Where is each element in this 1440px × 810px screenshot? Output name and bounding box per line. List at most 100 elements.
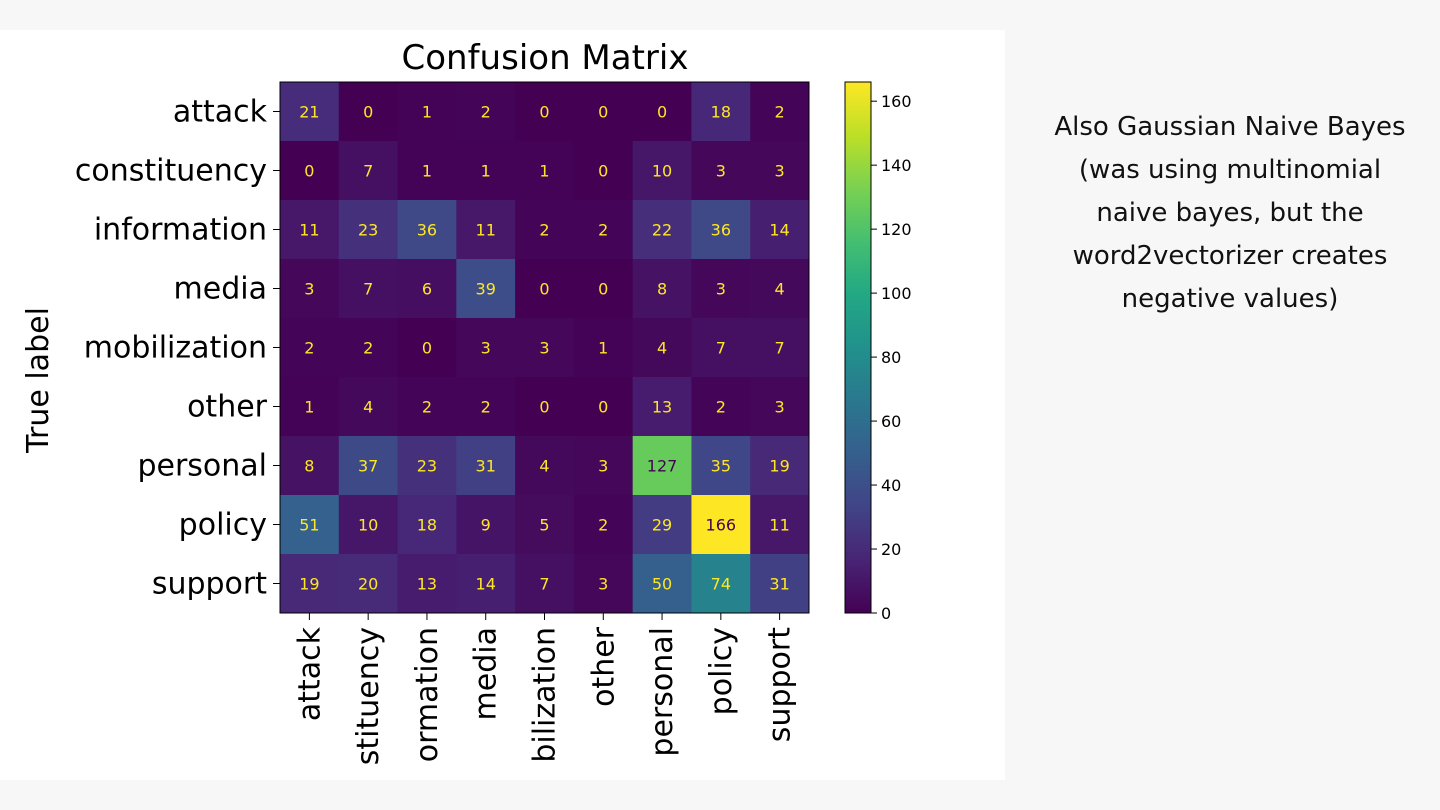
cell-value-label: 8 <box>657 280 667 299</box>
heatmap-cell <box>456 259 516 319</box>
cell-value-label: 31 <box>476 457 496 476</box>
heatmap-cell <box>691 200 751 260</box>
heatmap-cell <box>573 200 634 260</box>
heatmap-cell <box>632 259 692 319</box>
cell-value-label: 21 <box>299 103 319 122</box>
cell-value-label: 2 <box>363 339 373 358</box>
cell-value-label: 19 <box>769 457 789 476</box>
heatmap-cell <box>750 377 810 437</box>
figure-panel: Confusion Matrix True label 21 0 1 2 0 0 0 18 2 0… <box>0 30 1005 780</box>
heatmap-cell <box>573 436 634 496</box>
cell-value-label: 4 <box>539 457 549 476</box>
colorbar <box>844 81 872 614</box>
cell-value-label: 0 <box>598 103 608 122</box>
heatmap-cell <box>750 259 810 319</box>
cell-value-label: 2 <box>775 103 785 122</box>
heatmap-cell <box>632 318 692 378</box>
heatmap-cell <box>338 200 399 260</box>
cell-value-label: 0 <box>363 103 373 122</box>
heatmap-cell <box>515 377 575 437</box>
heatmap-cell <box>691 377 751 437</box>
y-tick-label: support <box>152 567 267 602</box>
cell-value-label: 36 <box>711 221 731 240</box>
x-tick-label: personal <box>645 627 680 757</box>
heatmap-cell <box>280 259 340 319</box>
y-tick-label: policy <box>179 508 267 543</box>
heatmap-cell <box>573 318 634 378</box>
cell-value-label: 1 <box>598 339 608 358</box>
heatmap-cell <box>515 436 575 496</box>
colorbar-tick-label: 140 <box>881 156 912 175</box>
heatmap-cell <box>691 554 751 614</box>
heatmap-cells <box>280 82 810 614</box>
cell-value-label: 37 <box>358 457 378 476</box>
cell-value-label: 35 <box>711 457 731 476</box>
cell-value-label: 2 <box>598 516 608 535</box>
cell-value-label: 7 <box>363 162 373 181</box>
cell-value-label: 1 <box>481 162 491 181</box>
cell-value-label: 166 <box>706 516 737 535</box>
heatmap-cell <box>280 200 340 260</box>
x-tick-label: other <box>586 626 621 707</box>
cell-value-label: 29 <box>652 516 672 535</box>
cell-value-label: 1 <box>304 398 314 417</box>
x-tick-label: stituency <box>351 627 386 765</box>
colorbar-tick-label: 160 <box>881 92 912 111</box>
cell-value-label: 4 <box>657 339 667 358</box>
cell-value-label: 2 <box>481 103 491 122</box>
cell-value-label: 0 <box>422 339 432 358</box>
x-axis-ticks: attack stituency ormation media bilization ot… <box>292 613 798 765</box>
cell-value-label: 0 <box>539 398 549 417</box>
heatmap-cell <box>750 82 810 142</box>
cell-value-label: 2 <box>598 221 608 240</box>
heatmap-cell <box>632 495 692 555</box>
heatmap-cell <box>456 436 516 496</box>
note-line: (was using multinomial <box>1078 155 1382 185</box>
cell-value-label: 11 <box>476 221 496 240</box>
cell-value-label: 7 <box>539 575 549 594</box>
heatmap-cell <box>632 141 692 201</box>
heatmap-cell <box>280 554 340 614</box>
cell-value-label: 7 <box>716 339 726 358</box>
heatmap-cell <box>632 436 692 496</box>
cell-value-label: 3 <box>598 575 608 594</box>
colorbar-tick-label: 80 <box>881 348 901 367</box>
heatmap-cell <box>338 318 399 378</box>
cell-value-label: 5 <box>539 516 549 535</box>
cell-value-label: 0 <box>657 103 667 122</box>
cell-value-label: 1 <box>422 103 432 122</box>
heatmap-cell <box>280 82 340 142</box>
x-tick-label: bilization <box>528 627 563 763</box>
heatmap-cell <box>397 141 457 201</box>
y-tick-label: media <box>174 272 267 307</box>
heatmap-cell <box>515 82 575 142</box>
heatmap-cell <box>456 377 516 437</box>
heatmap-cell <box>515 495 575 555</box>
heatmap-cell <box>691 318 751 378</box>
cell-value-label: 2 <box>422 398 432 417</box>
cell-value-label: 39 <box>476 280 496 299</box>
y-tick-label: mobilization <box>84 331 267 366</box>
y-tick-label: information <box>94 213 267 248</box>
cell-value-label: 2 <box>539 221 549 240</box>
heatmap-cell <box>632 554 692 614</box>
cell-value-label: 3 <box>539 339 549 358</box>
note-line: naive bayes, but the <box>1096 198 1364 228</box>
x-tick-label: attack <box>292 626 327 721</box>
cell-value-label: 31 <box>769 575 789 594</box>
heatmap-cell <box>397 377 457 437</box>
cell-value-label: 1 <box>422 162 432 181</box>
cell-value-label: 74 <box>711 575 731 594</box>
heatmap-cell <box>632 82 692 142</box>
heatmap-cell <box>456 318 516 378</box>
x-tick-label: ormation <box>410 627 445 762</box>
heatmap-cell <box>691 495 751 555</box>
y-tick-label: other <box>187 390 268 425</box>
heatmap-cell <box>280 318 340 378</box>
heatmap-cell <box>573 82 634 142</box>
heatmap-cell <box>573 377 634 437</box>
cell-value-label: 0 <box>304 162 314 181</box>
x-tick-label: support <box>763 627 798 742</box>
side-note: Also Gaussian Naive Bayes (was using mul… <box>1030 106 1430 321</box>
heatmap-cell <box>750 141 810 201</box>
